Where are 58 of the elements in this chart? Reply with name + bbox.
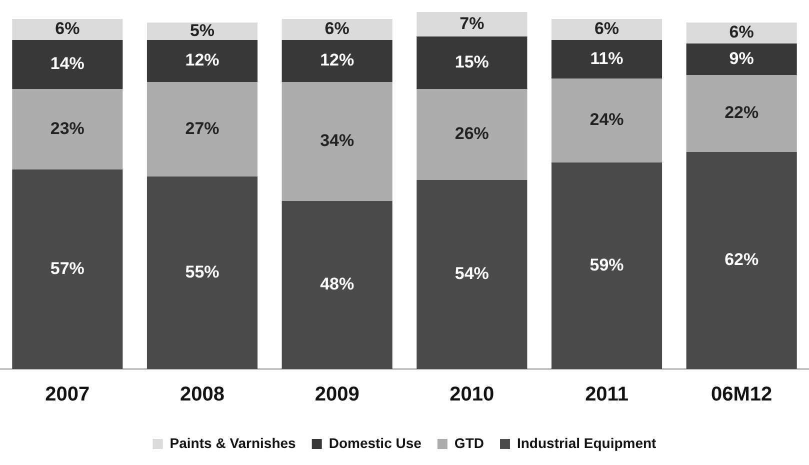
bar <box>146 22 258 40</box>
data-label: 7% <box>460 14 484 33</box>
legend-label: Industrial Equipment <box>516 434 657 451</box>
x-tick-label: 06M12 <box>711 384 772 406</box>
data-label: 5% <box>190 20 215 40</box>
bar <box>416 12 528 36</box>
bar <box>551 78 662 162</box>
bar <box>12 170 123 369</box>
bar <box>282 40 392 82</box>
data-label: 6% <box>594 19 620 38</box>
bar <box>551 19 662 40</box>
x-tick-label: 2011 <box>585 384 628 406</box>
bar <box>12 19 123 40</box>
x-tick-label: 2009 <box>314 384 360 406</box>
bar <box>146 40 258 82</box>
bar <box>146 82 258 176</box>
data-label: 34% <box>320 131 354 150</box>
data-label: 57% <box>50 258 84 278</box>
bar <box>282 82 392 201</box>
legend-label: Paints & Varnishes <box>170 434 296 451</box>
x-tick-label: 2008 <box>180 384 224 406</box>
data-label: 12% <box>185 50 220 70</box>
data-label: 11% <box>590 48 624 68</box>
bar <box>686 152 797 369</box>
bar <box>146 176 258 369</box>
data-label: 14% <box>50 54 84 74</box>
data-label: 27% <box>185 118 220 138</box>
bar <box>686 75 797 152</box>
data-label: 22% <box>724 103 759 122</box>
bar <box>416 180 528 369</box>
x-tick-label: 2010 <box>450 384 494 406</box>
bar <box>282 19 392 40</box>
data-label: 59% <box>590 255 624 274</box>
bar <box>416 36 528 89</box>
data-label: 55% <box>185 262 220 282</box>
data-label: 26% <box>454 124 489 144</box>
data-label: 62% <box>724 250 759 270</box>
bar <box>686 22 797 44</box>
bar <box>12 40 123 89</box>
bar <box>282 201 392 369</box>
bar <box>416 89 528 180</box>
data-label: 6% <box>55 19 80 38</box>
data-label: 23% <box>50 118 84 138</box>
x-tick-label: 2007 <box>45 384 90 406</box>
data-label: 48% <box>320 274 354 294</box>
bar <box>551 40 662 78</box>
data-label: 12% <box>320 50 354 70</box>
bar <box>12 89 123 170</box>
data-label: 15% <box>454 52 489 72</box>
legend-label: GTD <box>454 434 484 451</box>
bar <box>551 162 662 369</box>
bar <box>686 44 797 75</box>
data-label: 9% <box>729 48 754 68</box>
data-label: 6% <box>729 22 754 42</box>
data-label: 54% <box>454 264 489 284</box>
data-label: 6% <box>324 19 350 38</box>
legend-label: Domestic Use <box>328 434 422 451</box>
data-label: 24% <box>590 110 624 130</box>
